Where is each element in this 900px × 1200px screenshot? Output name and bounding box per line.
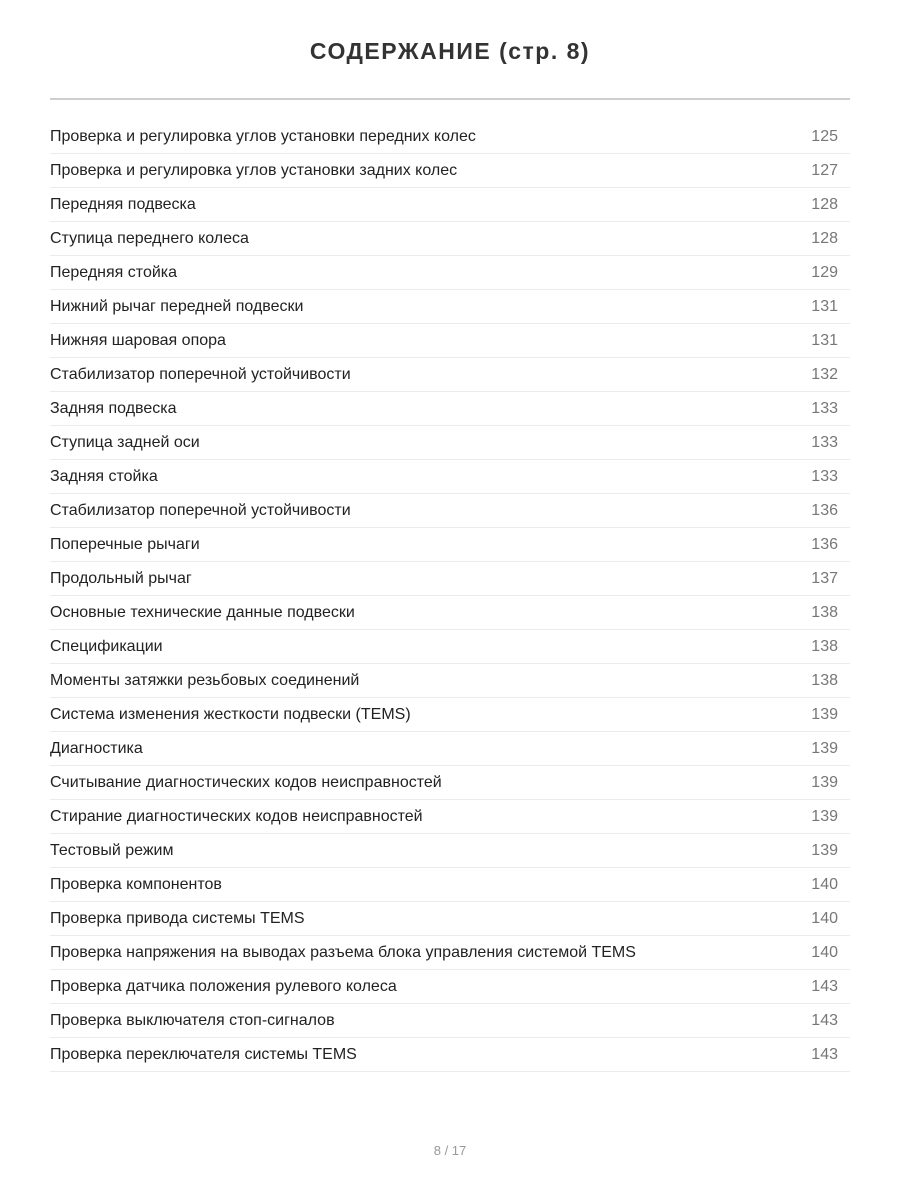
toc-entry[interactable]: Считывание диагностических кодов неиспра…: [50, 766, 850, 800]
toc-entry-title: Основные технические данные подвески: [50, 603, 355, 621]
toc-entry-page: 136: [811, 501, 838, 519]
toc-entry[interactable]: Задняя подвеска 133: [50, 392, 850, 426]
toc-entry-title: Стабилизатор поперечной устойчивости: [50, 501, 351, 519]
toc-entry-title: Проверка и регулировка углов установки з…: [50, 161, 458, 179]
toc-entry-page: 139: [811, 773, 838, 791]
toc-entry-title: Задняя стойка: [50, 467, 158, 485]
toc-entry-title: Передняя стойка: [50, 263, 178, 281]
toc-entry-title: Стабилизатор поперечной устойчивости: [50, 365, 351, 383]
toc-entry[interactable]: Ступица переднего колеса 128: [50, 222, 850, 256]
toc-list: Проверка и регулировка углов установки п…: [50, 120, 850, 1072]
toc-entry-title: Нижний рычаг передней подвески: [50, 297, 304, 315]
toc-entry-page: 143: [811, 1045, 838, 1063]
toc-entry-page: 131: [811, 331, 838, 349]
toc-entry[interactable]: Передняя подвеска 128: [50, 188, 850, 222]
toc-entry[interactable]: Поперечные рычаги 136: [50, 528, 850, 562]
toc-entry[interactable]: Проверка датчика положения рулевого коле…: [50, 970, 850, 1004]
toc-entry[interactable]: Стирание диагностических кодов неисправн…: [50, 800, 850, 834]
toc-entry-page: 139: [811, 841, 838, 859]
toc-entry-page: 125: [811, 127, 838, 145]
toc-entry[interactable]: Ступица задней оси 133: [50, 426, 850, 460]
toc-entry-title: Моменты затяжки резьбовых соединений: [50, 671, 360, 689]
toc-entry-title: Проверка и регулировка углов установки п…: [50, 127, 476, 145]
toc-entry-page: 143: [811, 1011, 838, 1029]
toc-entry-title: Ступица переднего колеса: [50, 229, 249, 247]
toc-entry-page: 139: [811, 739, 838, 757]
toc-entry-page: 137: [811, 569, 838, 587]
toc-entry[interactable]: Проверка и регулировка углов установки з…: [50, 154, 850, 188]
toc-entry[interactable]: Нижняя шаровая опора 131: [50, 324, 850, 358]
toc-entry[interactable]: Основные технические данные подвески 138: [50, 596, 850, 630]
toc-entry-page: 136: [811, 535, 838, 553]
toc-entry-title: Спецификации: [50, 637, 163, 655]
toc-entry-page: 139: [811, 807, 838, 825]
toc-entry-page: 140: [811, 875, 838, 893]
toc-entry-page: 143: [811, 977, 838, 995]
toc-entry-title: Проверка компонентов: [50, 875, 222, 893]
toc-entry-page: 133: [811, 433, 838, 451]
toc-entry[interactable]: Стабилизатор поперечной устойчивости 136: [50, 494, 850, 528]
toc-entry[interactable]: Моменты затяжки резьбовых соединений 138: [50, 664, 850, 698]
toc-entry[interactable]: Проверка компонентов 140: [50, 868, 850, 902]
toc-entry-title: Диагностика: [50, 739, 143, 757]
toc-entry-page: 128: [811, 229, 838, 247]
toc-entry[interactable]: Проверка переключателя системы TEMS 143: [50, 1038, 850, 1072]
toc-entry-page: 132: [811, 365, 838, 383]
toc-entry-title: Стирание диагностических кодов неисправн…: [50, 807, 423, 825]
toc-entry[interactable]: Система изменения жесткости подвески (TE…: [50, 698, 850, 732]
toc-entry-page: 138: [811, 671, 838, 689]
toc-entry[interactable]: Диагностика 139: [50, 732, 850, 766]
toc-entry-page: 138: [811, 637, 838, 655]
title-divider: [50, 98, 850, 100]
toc-entry[interactable]: Проверка привода системы TEMS 140: [50, 902, 850, 936]
toc-entry[interactable]: Нижний рычаг передней подвески 131: [50, 290, 850, 324]
toc-entry-page: 128: [811, 195, 838, 213]
toc-entry-title: Тестовый режим: [50, 841, 174, 859]
toc-entry[interactable]: Стабилизатор поперечной устойчивости 132: [50, 358, 850, 392]
toc-entry-title: Поперечные рычаги: [50, 535, 200, 553]
toc-entry-page: 140: [811, 943, 838, 961]
toc-entry[interactable]: Проверка напряжения на выводах разъема б…: [50, 936, 850, 970]
toc-entry-page: 139: [811, 705, 838, 723]
page-title: СОДЕРЖАНИЕ (стр. 8): [309, 38, 591, 64]
toc-entry-page: 131: [811, 297, 838, 315]
toc-entry-title: Считывание диагностических кодов неиспра…: [50, 773, 442, 791]
toc-entry[interactable]: Тестовый режим 139: [50, 834, 850, 868]
toc-entry[interactable]: Передняя стойка 129: [50, 256, 850, 290]
toc-entry-title: Ступица задней оси: [50, 433, 200, 451]
page-indicator: 8 / 17: [433, 1143, 467, 1158]
toc-entry-page: 133: [811, 399, 838, 417]
toc-entry-title: Проверка выключателя стоп-сигналов: [50, 1011, 335, 1029]
toc-entry[interactable]: Спецификации 138: [50, 630, 850, 664]
toc-entry-title: Задняя подвеска: [50, 399, 177, 417]
toc-entry[interactable]: Проверка и регулировка углов установки п…: [50, 120, 850, 154]
toc-entry-title: Проверка привода системы TEMS: [50, 909, 305, 927]
toc-entry[interactable]: Проверка выключателя стоп-сигналов 143: [50, 1004, 850, 1038]
toc-entry-page: 138: [811, 603, 838, 621]
toc-entry-title: Проверка датчика положения рулевого коле…: [50, 977, 397, 995]
toc-entry-title: Нижняя шаровая опора: [50, 331, 226, 349]
toc-entry-page: 133: [811, 467, 838, 485]
toc-entry-title: Передняя подвеска: [50, 195, 196, 213]
toc-entry-page: 140: [811, 909, 838, 927]
toc-entry-title: Проверка напряжения на выводах разъема б…: [50, 943, 636, 961]
toc-entry-page: 129: [811, 263, 838, 281]
toc-entry[interactable]: Задняя стойка 133: [50, 460, 850, 494]
toc-entry-title: Продольный рычаг: [50, 569, 192, 587]
toc-entry-title: Проверка переключателя системы TEMS: [50, 1045, 357, 1063]
toc-entry-title: Система изменения жесткости подвески (TE…: [50, 705, 411, 723]
toc-entry[interactable]: Продольный рычаг 137: [50, 562, 850, 596]
toc-entry-page: 127: [811, 161, 838, 179]
